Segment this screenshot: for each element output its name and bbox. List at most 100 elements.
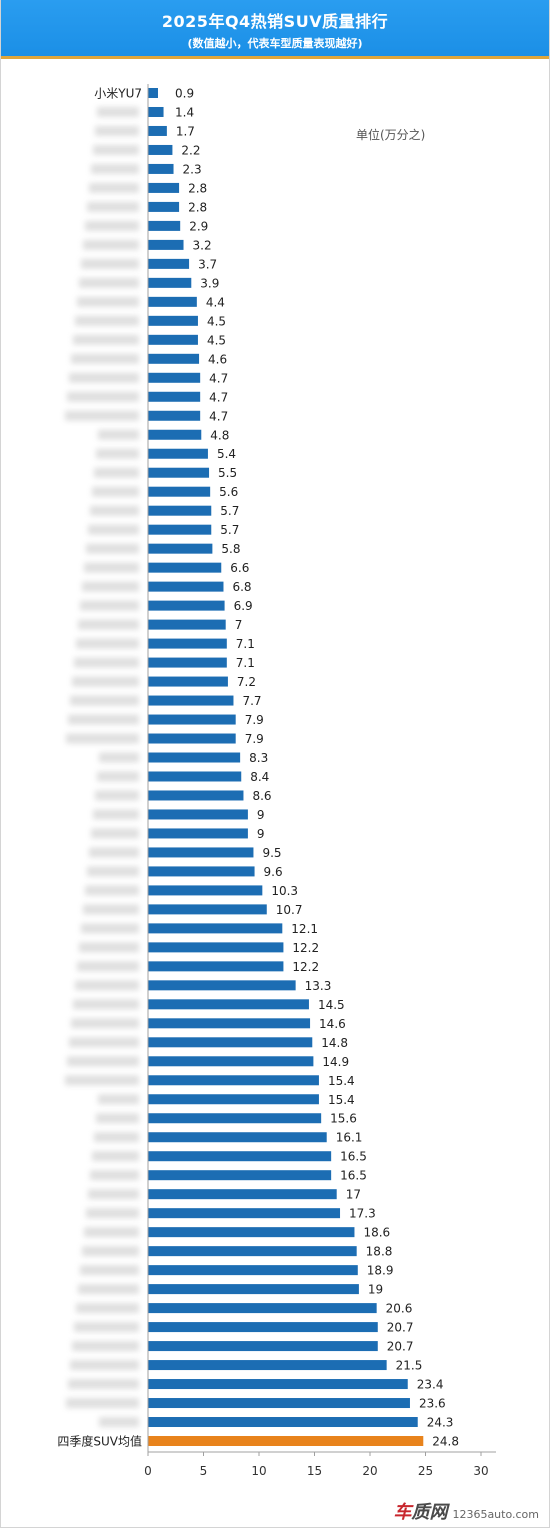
data-label: 16.1 [336,1131,363,1145]
average-bar [148,1436,424,1446]
bar [148,220,181,231]
bar [148,429,202,440]
data-label: 7.1 [236,637,255,651]
blurred-category-label [70,1360,139,1371]
blurred-category-label [80,600,139,611]
data-label: 0.9 [175,87,194,101]
blurred-category-label [76,1303,139,1314]
bar [148,88,158,98]
bar [148,258,190,269]
bar [148,904,267,915]
data-label: 15.4 [328,1093,355,1107]
blurred-category-label [75,980,139,991]
data-label: 18.6 [363,1226,390,1240]
data-label: 17.3 [349,1207,376,1221]
blurred-category-label [94,467,139,478]
blurred-category-label [77,961,139,972]
x-tick-label: 30 [473,1464,488,1478]
blurred-category-label [76,638,139,649]
bar [148,1303,377,1314]
data-label: 5.7 [220,523,239,537]
chart-subtitle: (数值越小，代表车型质量表现越好) [187,37,363,50]
bar [148,505,212,516]
data-label: 4.5 [207,333,226,347]
blurred-category-label [82,1246,139,1257]
bar [148,1227,355,1238]
bar [148,106,164,117]
category-label: 小米YU7 [94,87,142,101]
logo-url: 12365auto.com [452,1508,539,1521]
blurred-category-label [99,1417,139,1428]
blurred-category-label [70,695,139,706]
data-label: 14.5 [318,998,345,1012]
bar [148,163,174,174]
blurred-category-label [74,657,139,668]
data-label: 14.8 [321,1036,348,1050]
data-label: 24.3 [427,1416,454,1430]
blurred-category-label [79,942,139,953]
blurred-category-label [88,1189,139,1200]
blurred-category-label [84,1227,139,1238]
data-label: 7.9 [245,713,264,727]
bar [148,1018,311,1029]
blurred-category-label [91,163,139,174]
bar [148,828,248,839]
bar [148,1208,341,1219]
bar [148,942,284,953]
data-label: 5.4 [217,447,236,461]
blurred-category-label [98,1094,139,1105]
bar [148,695,234,706]
data-label: 3.9 [200,276,219,290]
data-label: 3.7 [198,257,217,271]
data-label: 9.6 [264,865,283,879]
bar [148,885,263,896]
blurred-category-label [94,1132,139,1143]
data-label: 12.1 [291,922,318,936]
header-banner: 2025年Q4热销SUV质量排行 (数值越小，代表车型质量表现越好) [1,0,549,56]
data-label: 4.7 [209,409,228,423]
bar [148,980,296,991]
data-label: 9.5 [262,846,281,860]
blurred-category-label [81,258,139,269]
header-divider [1,56,549,59]
bar [148,410,201,421]
bar [148,771,242,782]
data-label: 5.7 [220,504,239,518]
bar [148,277,192,288]
blurred-category-label [97,771,139,782]
bar [148,486,211,497]
blurred-category-label [79,277,139,288]
blurred-category-label [77,296,139,307]
data-label: 17 [346,1188,361,1202]
bar [148,1284,359,1295]
data-label: 6.8 [232,580,251,594]
bar [148,1056,314,1067]
bar [148,1113,322,1124]
bar [148,239,184,250]
data-label: 5.8 [221,542,240,556]
data-label: 8.3 [249,751,268,765]
unit-label: 单位(万分之) [356,127,425,142]
data-label: 12.2 [292,941,319,955]
blurred-category-label [78,1284,139,1295]
data-label: 14.6 [319,1017,346,1031]
bar [148,619,226,630]
bar [148,676,228,687]
chart-title: 2025年Q4热销SUV质量排行 [161,12,389,31]
blurred-category-label [69,372,139,383]
blurred-category-label [95,125,139,136]
blurred-category-label [72,1341,139,1352]
site-logo: 车质网 12365auto.com [393,1498,539,1523]
blurred-category-label [78,619,139,630]
bar [148,714,236,725]
blurred-category-label [67,391,139,402]
data-label: 20.6 [386,1302,413,1316]
blurred-category-label [86,1208,139,1219]
bar [148,1094,319,1105]
blurred-category-label [87,866,139,877]
bar [148,1075,319,1086]
data-label: 23.4 [417,1378,444,1392]
data-label: 7.2 [237,675,256,689]
bar [148,562,222,573]
